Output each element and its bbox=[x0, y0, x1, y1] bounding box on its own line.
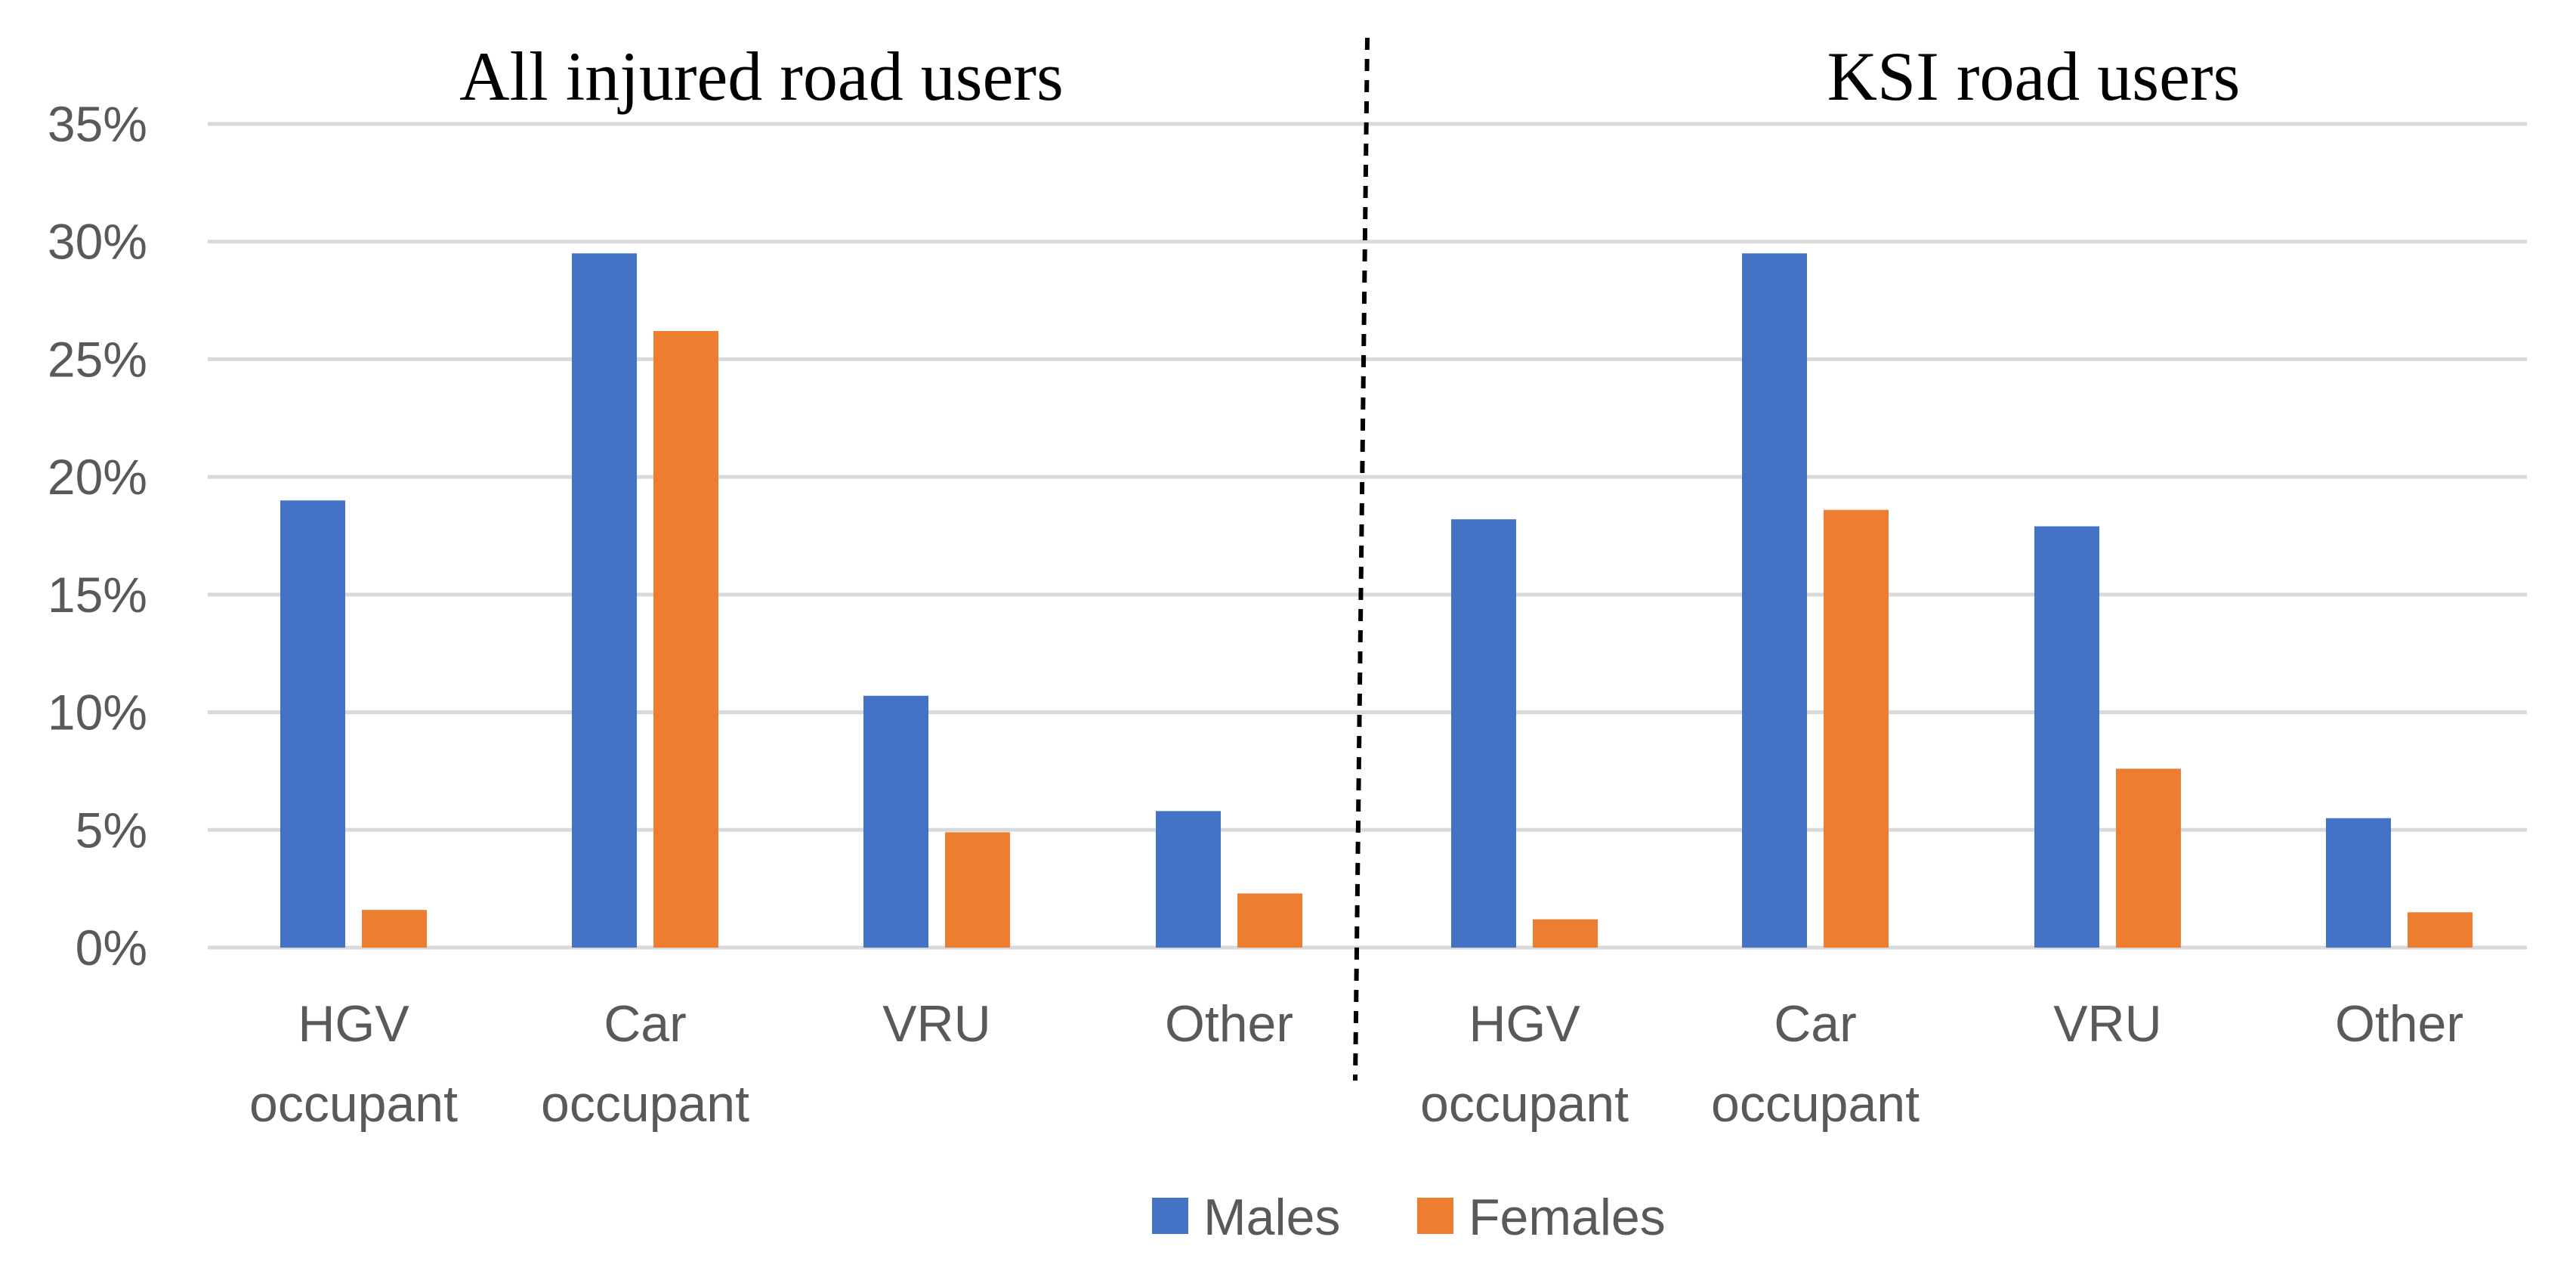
legend-label-males: Males bbox=[1203, 1189, 1340, 1246]
category-label: Other bbox=[1165, 995, 1293, 1053]
bar-males bbox=[280, 500, 345, 948]
category-label: VRU bbox=[2053, 995, 2162, 1053]
legend: Males Females bbox=[1152, 1189, 1666, 1246]
category-label: Car bbox=[604, 995, 687, 1053]
bar-males bbox=[863, 695, 928, 948]
bars bbox=[280, 253, 2473, 948]
category-label: occupant bbox=[1420, 1075, 1629, 1133]
category-label: VRU bbox=[882, 995, 991, 1053]
category-label: Car bbox=[1774, 995, 1857, 1053]
y-tick-label: 10% bbox=[48, 685, 147, 741]
bar-females bbox=[2116, 768, 2181, 948]
legend-swatch-males bbox=[1152, 1198, 1188, 1234]
category-label: HGV bbox=[1469, 995, 1580, 1053]
bar-males bbox=[1156, 811, 1221, 948]
category-label: occupant bbox=[1711, 1075, 1920, 1133]
y-tick-label: 0% bbox=[76, 920, 147, 976]
panel-title-ksi: KSI road users bbox=[1827, 38, 2241, 115]
category-label: occupant bbox=[541, 1075, 749, 1133]
y-axis-ticks: 0% 5% 10% 15% 20% 25% 30% 35% bbox=[48, 96, 147, 976]
category-label: occupant bbox=[249, 1075, 458, 1133]
y-tick-label: 20% bbox=[48, 449, 147, 505]
bar-females bbox=[2408, 912, 2473, 948]
bar-females bbox=[1824, 509, 1889, 948]
panel-title-all-injured: All injured road users bbox=[459, 38, 1064, 115]
bar-females bbox=[1533, 919, 1598, 948]
bar-females bbox=[945, 832, 1010, 948]
y-tick-label: 35% bbox=[48, 96, 147, 152]
bar-males bbox=[1742, 253, 1807, 948]
y-tick-label: 5% bbox=[76, 802, 147, 858]
bar-males bbox=[2034, 526, 2099, 948]
category-labels: HGV occupant Car occupant VRU Other HGV occupan… bbox=[249, 995, 2463, 1133]
legend-swatch-females bbox=[1417, 1198, 1453, 1234]
bar-females bbox=[653, 331, 718, 948]
y-tick-label: 30% bbox=[48, 214, 147, 270]
y-tick-label: 25% bbox=[48, 331, 147, 387]
bar-males bbox=[2326, 818, 2391, 948]
bar-females bbox=[362, 910, 427, 948]
panel-divider bbox=[1353, 37, 1370, 1081]
category-label: Other bbox=[2335, 995, 2463, 1053]
y-tick-label: 15% bbox=[48, 567, 147, 623]
bar-males bbox=[1451, 519, 1516, 948]
bar-males bbox=[572, 253, 637, 948]
legend-label-females: Females bbox=[1469, 1189, 1666, 1246]
category-label: HGV bbox=[298, 995, 409, 1053]
bar-females bbox=[1237, 893, 1302, 948]
